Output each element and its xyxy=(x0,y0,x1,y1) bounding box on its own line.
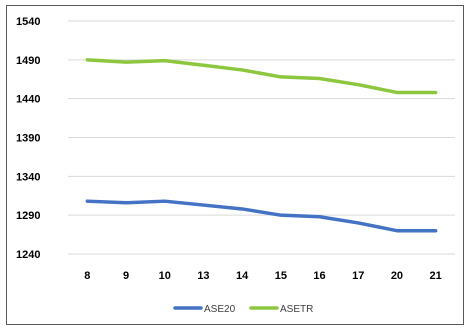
legend-label: ASE20 xyxy=(204,304,236,315)
series-line-asetr xyxy=(85,58,438,95)
legend-label: ASETR xyxy=(280,304,313,315)
x-tick-label: 20 xyxy=(391,270,403,282)
x-tick-label: 13 xyxy=(197,270,209,282)
y-tick-label: 1440 xyxy=(16,94,40,106)
x-tick-label: 9 xyxy=(123,270,129,282)
x-tick-label: 17 xyxy=(352,270,364,282)
x-tick-label: 15 xyxy=(275,270,287,282)
x-tick-label: 10 xyxy=(159,270,171,282)
x-tick-label: 16 xyxy=(313,270,325,282)
x-tick-label: 21 xyxy=(430,270,442,282)
y-tick-label: 1390 xyxy=(16,133,40,145)
x-tick-label: 8 xyxy=(84,270,90,282)
y-tick-label: 1490 xyxy=(16,55,40,67)
y-tick-label: 1340 xyxy=(16,171,40,183)
y-tick-label: 1540 xyxy=(16,16,40,28)
series-line-ase20 xyxy=(85,199,438,233)
x-tick-label: 14 xyxy=(236,270,249,282)
y-tick-label: 1290 xyxy=(16,210,40,222)
chart-frame xyxy=(6,5,464,325)
y-tick-label: 1240 xyxy=(16,249,40,261)
